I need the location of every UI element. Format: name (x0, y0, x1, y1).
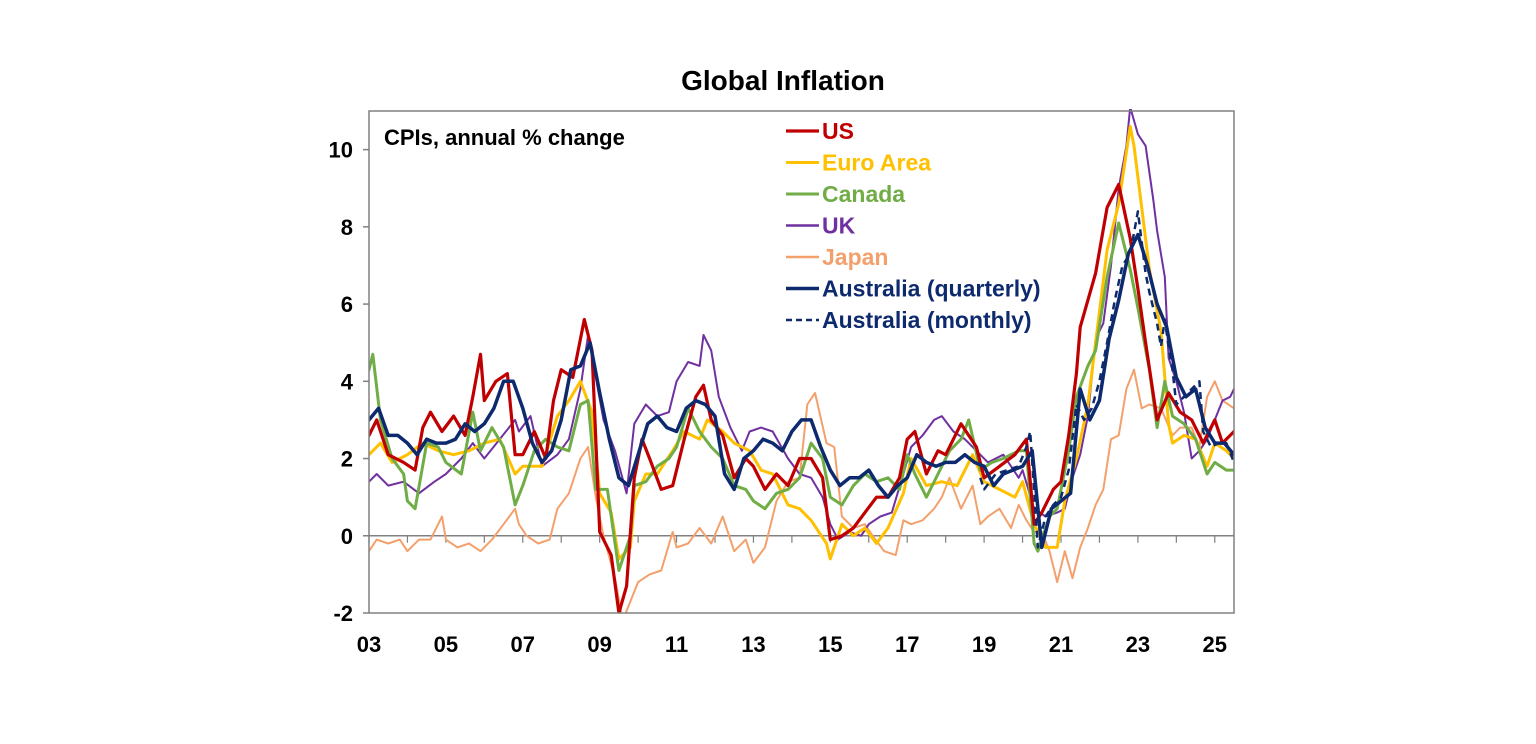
series-line-canada (369, 221, 1234, 572)
axes: -2 0 2 4 6 8 10 03 05 07 09 11 13 15 17 19 21 23 25 (329, 138, 1234, 657)
chart-title: Global Inflation (681, 65, 885, 96)
x-tick-label: 05 (434, 632, 458, 657)
y-tick-label: -2 (333, 601, 353, 626)
plot-frame (368, 110, 1235, 614)
y-tick-label: 2 (341, 447, 353, 472)
chart-subtitle: CPIs, annual % change (384, 125, 625, 150)
legend-label: UK (822, 213, 856, 239)
series-line-euro-area (369, 124, 1234, 561)
series-line-australia-quarterly (369, 232, 1234, 550)
x-tick-label: 07 (511, 632, 535, 657)
y-tick-label: 4 (341, 369, 354, 394)
legend: US Euro Area Canada UK Japan Australia (quart… (786, 118, 1041, 333)
x-tick-label: 11 (665, 632, 688, 657)
legend-label: Canada (822, 181, 905, 207)
series-line-australia-monthly (979, 210, 1234, 549)
x-tick-label: 23 (1126, 632, 1150, 657)
x-tick-label: 21 (1049, 632, 1073, 657)
x-tick-label: 03 (357, 632, 381, 657)
y-tick-label: 8 (341, 215, 353, 240)
legend-label: Australia (quarterly) (822, 276, 1041, 302)
x-tick-label: 13 (741, 632, 765, 657)
x-tick-label: 19 (972, 632, 996, 657)
legend-label: Euro Area (822, 150, 931, 176)
series-line-japan (369, 368, 1234, 613)
series-line-us (369, 182, 1234, 613)
legend-label: Australia (monthly) (822, 307, 1032, 333)
y-tick-label: 0 (341, 524, 353, 549)
y-tick-label: 10 (329, 138, 353, 163)
legend-label: Japan (822, 244, 888, 270)
x-tick-label: 15 (818, 632, 842, 657)
series-layer (369, 109, 1234, 613)
x-tick-label: 17 (895, 632, 919, 657)
x-tick-label: 25 (1203, 632, 1227, 657)
legend-label: US (822, 118, 854, 144)
x-tick-label: 09 (587, 632, 611, 657)
y-tick-label: 6 (341, 292, 353, 317)
